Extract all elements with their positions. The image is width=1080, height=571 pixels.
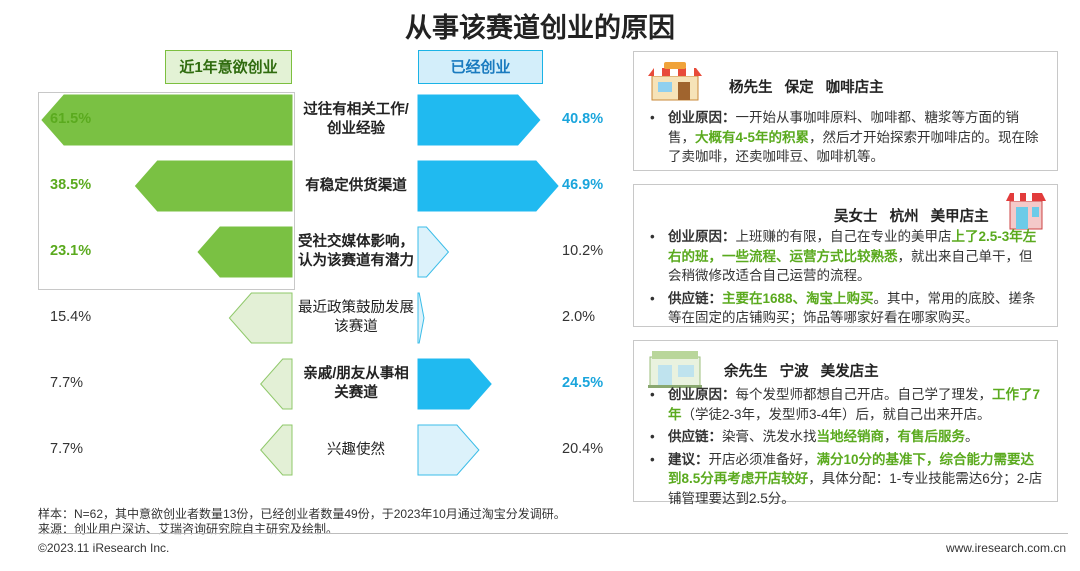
category-label-4: 最近政策鼓励发展 该赛道 bbox=[292, 299, 420, 337]
card-body: 创业原因：一开始从事咖啡原料、咖啡都、糖浆等方面的销售，大概有4-5年的积累，然… bbox=[648, 108, 1045, 170]
card-text-segment: 供应链： bbox=[668, 429, 722, 444]
value-label-started-6: 20.4% bbox=[562, 441, 604, 457]
card-text-segment: ，然后才开始探索开咖啡店的。现在除了卖咖啡，还卖咖啡豆、咖啡机等。 bbox=[668, 129, 1039, 165]
category-label-line: 过往有相关工作/ bbox=[303, 102, 409, 118]
bar-intending-2 bbox=[134, 160, 293, 212]
card-bullet: 供应链：染膏、洗发水找当地经销商，有售后服务。 bbox=[648, 427, 1045, 447]
page-title: 从事该赛道创业的原因 bbox=[405, 13, 675, 43]
card-bullet: 创业原因：一开始从事咖啡原料、咖啡都、糖浆等方面的销售，大概有4-5年的积累，然… bbox=[648, 108, 1045, 167]
card-heading: 吴女士 杭州 美甲店主 bbox=[834, 209, 989, 225]
legend-intending: 近1年意欲创业 bbox=[165, 50, 292, 84]
footer-divider bbox=[38, 533, 1068, 534]
category-label-line: 兴趣使然 bbox=[327, 441, 385, 458]
card-text-segment: 创业原因： bbox=[668, 229, 736, 244]
category-label-line: 该赛道 bbox=[334, 319, 378, 335]
category-label-line: 受社交媒体影响， bbox=[298, 234, 414, 250]
card-text-segment: 大概有4-5年的积累 bbox=[695, 129, 810, 145]
card-text-segment: 每个发型师都想自己开店。自己学了理发， bbox=[735, 387, 993, 402]
card-bullet: 建议：开店必须准备好，满分10分的基准下，综合能力需要达到8.5分再考虑开店较好… bbox=[648, 450, 1045, 509]
value-label-intending-4: 15.4% bbox=[50, 309, 92, 325]
footer-copyright: ©2023.11 iResearch Inc. bbox=[38, 541, 170, 555]
card-text-segment: （学徒2-3年，发型师3-4年）后，就自己出来开店。 bbox=[681, 406, 991, 422]
bar-started-6 bbox=[417, 424, 480, 476]
category-label-line: 亲戚/朋友从事相 bbox=[303, 366, 409, 382]
card-text-segment: 开店必须准备好， bbox=[708, 451, 817, 467]
card-text-segment: 上班赚的有限，自己在专业的美甲店 bbox=[735, 229, 952, 244]
card-text-segment: 染膏、洗发水找 bbox=[722, 429, 817, 444]
value-label-started-5: 24.5% bbox=[562, 375, 604, 391]
highlight-frame bbox=[38, 92, 295, 290]
footnote-sample: 样本：N=62，其中意欲创业者数量13份，已经创业者数量49份，于2023年10… bbox=[38, 507, 566, 521]
interview-card-3: 余先生 宁波 美发店主创业原因：每个发型师都想自己开店。自己学了理发，工作了7年… bbox=[633, 340, 1058, 506]
card-bullet: 创业原因：每个发型师都想自己开店。自己学了理发，工作了7年（学徒2-3年，发型师… bbox=[648, 385, 1045, 424]
bar-intending-6 bbox=[260, 424, 293, 476]
card-text-segment: 供应链： bbox=[668, 290, 722, 306]
bar-started-3 bbox=[417, 226, 450, 278]
card-text-segment: 有售后服务 bbox=[897, 429, 966, 444]
value-label-started-2: 46.9% bbox=[562, 177, 604, 193]
value-label-intending-5: 7.7% bbox=[50, 375, 84, 391]
category-label-line: 认为该赛道有潜力 bbox=[298, 253, 414, 269]
bar-started-2 bbox=[417, 160, 559, 212]
footnote-source: 来源：创业用户深访、艾瑞咨询研究院自主研究及绘制。 bbox=[38, 522, 339, 536]
card-text-segment: ，具体分配：1-专业技能需达6分；2-店铺管理要达到2.5分。 bbox=[668, 471, 1043, 506]
category-label-3: 受社交媒体影响， 认为该赛道有潜力 bbox=[292, 233, 420, 271]
bar-intending-1 bbox=[41, 94, 293, 146]
value-label-started-3: 10.2% bbox=[562, 243, 604, 259]
value-label-intending-3: 23.1% bbox=[50, 243, 92, 259]
value-label-started-4: 2.0% bbox=[562, 309, 596, 325]
card-text-segment: 创业原因： bbox=[668, 110, 736, 125]
bar-intending-5 bbox=[260, 358, 293, 410]
card-bullet: 供应链：主要在1688、淘宝上购买。其中，常用的底胶、搓条等在固定的店铺购买；饰… bbox=[648, 289, 1045, 328]
card-heading: 余先生 宁波 美发店主 bbox=[724, 364, 879, 380]
card-text-segment: ，就出来自己单干，但会稍微修改适合自己运营的流程。 bbox=[668, 248, 1033, 284]
value-label-intending-2: 38.5% bbox=[50, 177, 92, 193]
card-text-segment: 上了2.5-3年左右的班，一些流程、运营方式比较熟悉 bbox=[668, 229, 1037, 264]
interview-card-1: 杨先生 保定 咖啡店主创业原因：一开始从事咖啡原料、咖啡都、糖浆等方面的销售，大… bbox=[633, 51, 1058, 171]
reasons-chart bbox=[41, 94, 559, 476]
bar-started-4 bbox=[417, 292, 425, 344]
category-label-line: 关赛道 bbox=[334, 385, 378, 401]
bar-started-1 bbox=[417, 94, 541, 146]
bar-intending-3 bbox=[197, 226, 293, 278]
category-label-1: 过往有相关工作/创业经验 bbox=[292, 101, 420, 139]
category-label-5: 亲戚/朋友从事相 关赛道 bbox=[292, 365, 420, 403]
nail-shop-icon bbox=[1006, 189, 1046, 236]
value-label-intending-1: 61.5% bbox=[50, 111, 92, 127]
card-text-segment: 。其中，常用的底胶、搓条等在固定的店铺购买；饰品等哪家好看在哪家购买。 bbox=[668, 290, 1036, 326]
bar-intending-4 bbox=[228, 292, 293, 344]
legend-started: 已经创业 bbox=[418, 50, 543, 84]
interview-card-2: 吴女士 杭州 美甲店主创业原因：上班赚的有限，自己在专业的美甲店上了2.5-3年… bbox=[633, 184, 1058, 327]
card-text-segment: 一开始从事咖啡原料、咖啡都、糖浆等方面的销售， bbox=[668, 110, 1019, 145]
bar-started-5 bbox=[417, 358, 492, 410]
card-body: 创业原因：每个发型师都想自己开店。自己学了理发，工作了7年（学徒2-3年，发型师… bbox=[648, 385, 1045, 511]
card-text-segment: 。 bbox=[965, 429, 979, 444]
category-label-line: 最近政策鼓励发展 bbox=[298, 300, 414, 316]
value-label-intending-6: 7.7% bbox=[50, 441, 84, 457]
category-label-2: 有稳定供货渠道 bbox=[292, 177, 420, 196]
card-heading: 杨先生 保定 咖啡店主 bbox=[729, 80, 884, 96]
card-text-segment: 当地经销商 bbox=[816, 429, 885, 444]
category-label-line: 有稳定供货渠道 bbox=[305, 177, 407, 194]
category-label-line: 创业经验 bbox=[327, 121, 385, 137]
card-text-segment: 创业原因： bbox=[668, 387, 736, 402]
value-label-started-1: 40.8% bbox=[562, 111, 604, 127]
card-body: 创业原因：上班赚的有限，自己在专业的美甲店上了2.5-3年左右的班，一些流程、运… bbox=[648, 227, 1045, 331]
card-text-segment: 满分10分的基准下，综合能力需要达到8.5分再考虑开店较好 bbox=[668, 451, 1035, 487]
card-text-segment: 建议： bbox=[668, 451, 709, 467]
card-bullet: 创业原因：上班赚的有限，自己在专业的美甲店上了2.5-3年左右的班，一些流程、运… bbox=[648, 227, 1045, 286]
footer-website: www.iresearch.com.cn bbox=[945, 541, 1066, 555]
card-text-segment: ， bbox=[884, 429, 898, 444]
cafe-shop-icon bbox=[646, 62, 704, 107]
category-label-6: 兴趣使然 bbox=[292, 441, 420, 460]
card-text-segment: 工作了7年 bbox=[668, 387, 1041, 422]
card-text-segment: 主要在1688、淘宝上购买 bbox=[722, 290, 874, 306]
